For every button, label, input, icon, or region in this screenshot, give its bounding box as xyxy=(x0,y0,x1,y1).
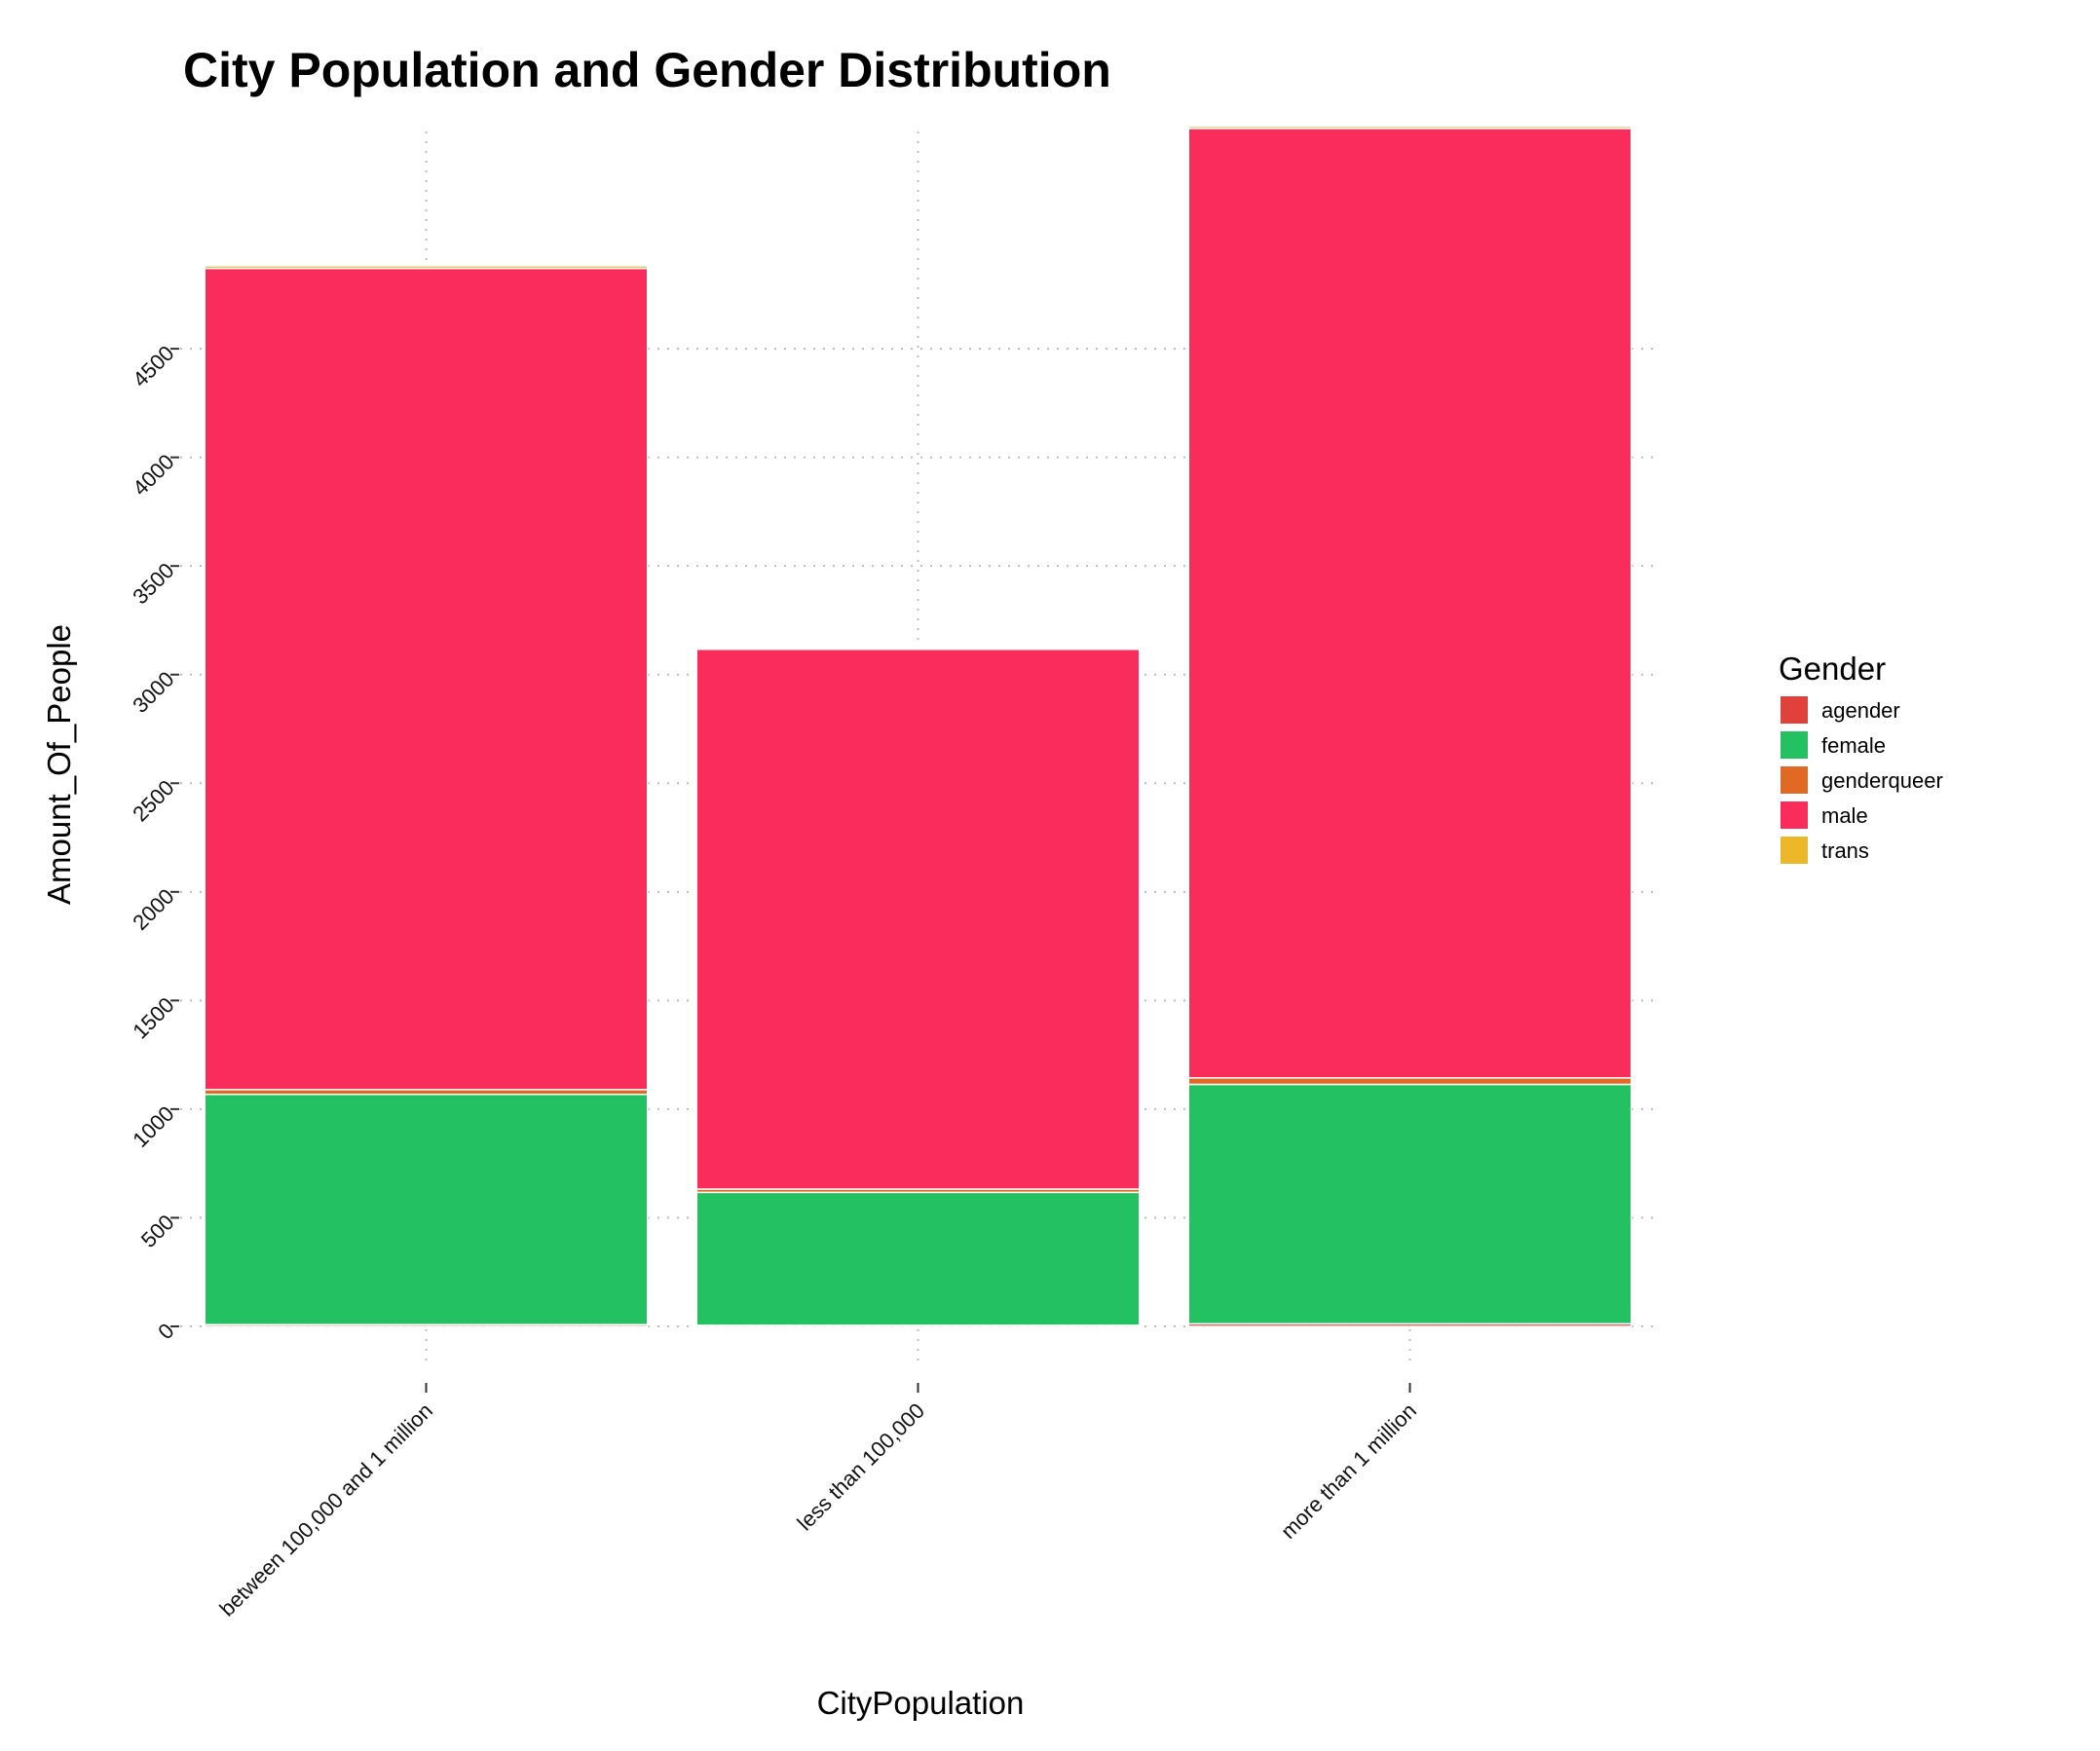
y-tick-label: 500 xyxy=(136,1210,179,1252)
legend-swatch-agender xyxy=(1781,696,1808,724)
x-axis-title: CityPopulation xyxy=(817,1685,1025,1721)
legend-label-female: female xyxy=(1821,733,1886,758)
legend-title: Gender xyxy=(1779,651,1886,687)
bar-segment-trans xyxy=(695,647,1141,651)
bar-segment-male xyxy=(695,648,1141,1190)
legend-swatch-genderqueer xyxy=(1781,766,1808,794)
legend-label-male: male xyxy=(1821,803,1868,828)
bar-segment-female xyxy=(204,1093,649,1325)
legend-label-genderqueer: genderqueer xyxy=(1821,768,1943,793)
bar-segment-male xyxy=(1187,128,1632,1079)
x-tick-label: less than 100,000 xyxy=(793,1398,930,1536)
bar-segment-male xyxy=(204,267,649,1091)
bar-segment-genderqueer xyxy=(1187,1077,1632,1086)
legend-swatch-female xyxy=(1781,731,1808,759)
y-tick-label: 0 xyxy=(153,1319,178,1344)
y-axis-title: Amount_Of_People xyxy=(41,624,77,905)
legend-label-agender: agender xyxy=(1821,698,1900,723)
legend-label-trans: trans xyxy=(1821,838,1869,863)
legend: Gender agender female genderqueer male trans xyxy=(1779,651,1943,864)
legend-swatch-trans xyxy=(1781,837,1808,864)
bars xyxy=(204,125,1632,1327)
bar-segment-female xyxy=(695,1191,1141,1326)
bar-segment-trans xyxy=(204,265,649,270)
x-tick-label: between 100,000 and 1 million xyxy=(214,1398,437,1621)
x-tick-label: more than 1 million xyxy=(1276,1398,1421,1544)
bar-segment-female xyxy=(1187,1083,1632,1325)
bar-segment-trans xyxy=(1187,125,1632,130)
chart-title: City Population and Gender Distribution xyxy=(183,43,1111,97)
legend-swatch-male xyxy=(1781,801,1808,829)
